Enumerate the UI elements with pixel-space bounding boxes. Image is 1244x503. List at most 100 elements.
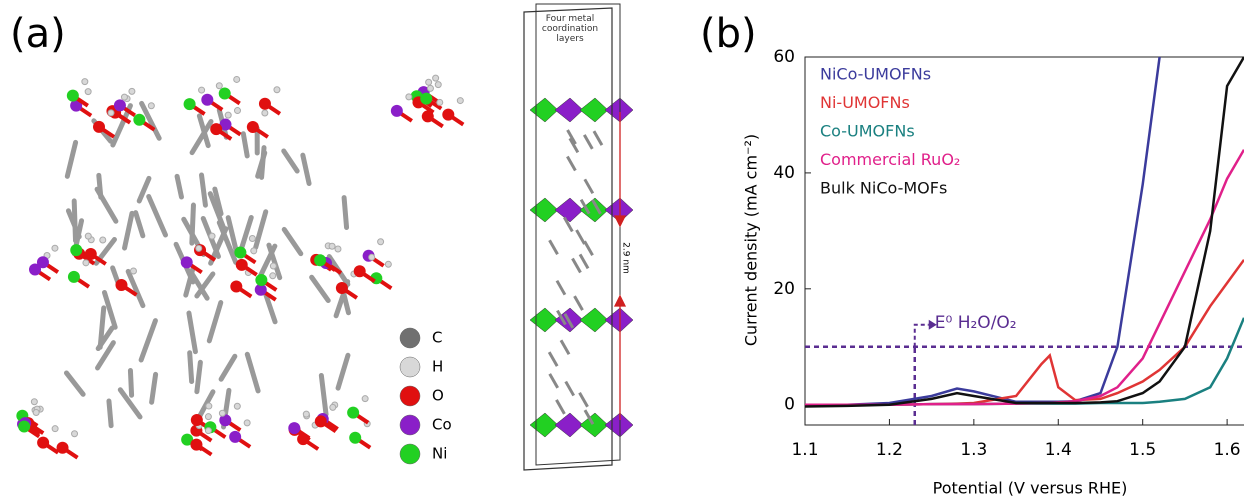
bond [177,176,181,197]
bond [67,142,75,176]
atom [219,87,231,99]
atom [181,256,193,268]
atom [190,439,202,451]
atom [121,94,127,100]
bond [550,240,558,254]
bond [567,157,575,171]
bond [344,198,346,228]
y-tick-label: 60 [773,47,795,67]
bond [284,229,301,253]
atom [209,233,215,239]
bond [192,205,194,243]
series-line [805,318,1244,405]
bond [149,196,166,235]
atom [114,99,126,111]
atom [72,431,78,437]
polyhedron [530,198,558,222]
bond [594,131,602,145]
atom [315,415,327,427]
atom [457,98,463,104]
bond [321,375,326,414]
atom [133,114,145,126]
bond [566,382,574,396]
bond [189,313,195,352]
atom [244,420,250,426]
atom [247,121,259,133]
atom [426,79,432,85]
atom [270,263,276,269]
annotation-arrow [915,325,929,347]
bond [256,212,266,248]
bond [221,356,235,379]
atom [378,239,384,245]
atom [303,411,309,417]
atom [210,123,222,135]
atom [70,244,82,256]
bond [136,213,143,236]
atom [435,82,441,88]
annotation: E⁰ H₂O/O₂ [935,313,1017,333]
atom [270,273,276,279]
bond [577,230,585,244]
atom [225,112,231,118]
bond [303,155,309,183]
atom [347,407,359,419]
atom [385,261,391,267]
atom [330,404,336,410]
x-axis-label: Potential (V versus RHE) [933,479,1128,498]
atom [33,410,39,416]
axis-frame [805,57,1244,425]
bond [580,254,588,268]
bond [190,353,192,382]
y-tick-label: 20 [773,279,795,299]
atom [354,265,366,277]
atom [437,99,443,105]
atom [406,94,412,100]
atom [369,254,375,260]
atom [191,414,203,426]
atom [288,422,300,434]
atom [349,432,361,444]
atom [52,426,58,432]
legend-label: Bulk NiCo-MOFs [820,179,947,198]
atom [335,246,341,252]
bond [74,201,75,241]
atom [234,108,240,114]
atom [129,88,135,94]
atom [130,268,136,274]
box-label-wrap: Four metal coordination layers [530,14,610,64]
bond [241,217,251,250]
polyhedron [555,198,583,222]
atom [82,79,88,85]
legend-label: NiCo-UMOFNs [820,65,931,84]
atom [427,85,433,91]
atom [85,89,91,95]
bond [561,340,569,354]
atom [148,103,154,109]
crystal-structure [16,75,633,458]
atom [196,245,202,251]
figure: (a) Four metal coordination layers 2.9 n… [0,0,1244,499]
atom [31,399,37,405]
bond [247,354,258,391]
polyhedron [530,413,558,437]
panel-label: (a) [10,11,66,57]
legend-swatch [400,386,420,406]
atom [433,75,439,81]
polyhedron [530,98,558,122]
x-tick-label: 1.5 [1129,440,1156,460]
legend-label: Ni-UMOFNs [820,93,910,112]
atom [205,414,211,420]
bond [584,135,592,149]
bond [125,213,132,248]
bond [585,179,593,193]
bond [152,374,156,402]
atom [259,98,271,110]
atom [85,248,97,260]
atom [362,396,368,402]
atom [274,87,280,93]
atom [52,245,58,251]
polyhedron [605,98,633,122]
polyhedron [580,98,608,122]
y-axis-label: Current density (mA cm⁻²) [742,134,761,346]
